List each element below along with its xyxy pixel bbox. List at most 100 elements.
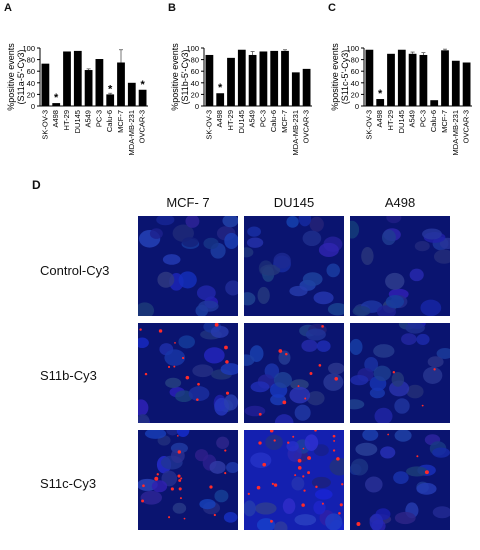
cell-nucleus xyxy=(302,272,323,287)
cell-nucleus xyxy=(325,513,343,530)
cell-nucleus xyxy=(223,511,238,523)
cell-nucleus xyxy=(274,521,288,530)
cell-nucleus xyxy=(306,391,325,406)
cell-nucleus xyxy=(423,366,443,384)
red-puncta xyxy=(177,435,179,437)
cell-nucleus xyxy=(385,295,405,309)
significance-star: * xyxy=(140,79,145,91)
cell-nucleus xyxy=(140,490,162,505)
cell-nucleus xyxy=(305,328,326,341)
microscopy-image xyxy=(350,430,450,530)
cell-nucleus xyxy=(291,476,305,491)
x-tick-label: HT-29 xyxy=(226,110,235,130)
x-tick-label: SK-OV-3 xyxy=(364,110,373,140)
cell-nucleus xyxy=(313,291,334,305)
red-puncta xyxy=(321,325,324,328)
bar xyxy=(117,62,125,106)
microscopy-image xyxy=(138,216,238,316)
bar xyxy=(419,54,428,106)
red-puncta xyxy=(424,470,429,475)
microscopy-svg xyxy=(138,323,238,423)
y-tick-label: 40 xyxy=(191,79,199,88)
x-tick-label: Calu-6 xyxy=(105,110,114,132)
y-tick-label: 20 xyxy=(191,90,199,99)
bar xyxy=(237,49,246,106)
bar xyxy=(63,51,71,106)
red-puncta xyxy=(297,458,302,463)
x-tick-label: HT-29 xyxy=(62,110,71,130)
row-label-control: Control-Cy3 xyxy=(40,263,110,278)
x-tick-label: SK-OV-3 xyxy=(40,110,49,140)
red-puncta xyxy=(141,499,145,503)
y-tick-label: 100 xyxy=(22,44,35,53)
red-puncta xyxy=(156,473,159,476)
cell-nucleus xyxy=(420,299,442,316)
red-puncta xyxy=(392,371,396,374)
cell-nucleus xyxy=(244,500,256,517)
cell-nucleus xyxy=(220,363,238,375)
red-puncta xyxy=(304,397,307,400)
cell-nucleus xyxy=(376,305,396,316)
cell-nucleus xyxy=(203,237,219,250)
red-puncta xyxy=(297,466,302,470)
panel-letter-a: A xyxy=(4,2,12,14)
red-puncta xyxy=(339,503,343,507)
cell-nucleus xyxy=(166,430,179,436)
cell-nucleus xyxy=(405,323,425,334)
row-label-s11b: S11b-Cy3 xyxy=(40,368,97,383)
red-puncta xyxy=(258,441,262,445)
red-puncta xyxy=(302,475,305,478)
bar xyxy=(41,63,50,106)
cell-nucleus xyxy=(224,232,238,249)
cell-nucleus xyxy=(369,513,384,530)
cell-nucleus xyxy=(138,302,155,316)
red-puncta xyxy=(177,474,181,478)
x-tick-label: Calu-6 xyxy=(269,110,278,132)
y-axis-label: %positive events(S11c-5'-Cy3) xyxy=(330,43,350,111)
bar xyxy=(365,49,374,106)
x-tick-label: A549 xyxy=(248,110,257,128)
cell-nucleus xyxy=(328,362,344,375)
bar xyxy=(248,54,257,106)
bar-chart-a: %positive events(S11a-5'-Cy3) 0 20 40 60 80 10… xyxy=(2,8,152,188)
significance-star: * xyxy=(108,83,113,95)
red-puncta xyxy=(180,477,183,480)
microscopy-image xyxy=(138,323,238,423)
red-puncta xyxy=(181,356,185,360)
cell-nucleus xyxy=(185,216,200,228)
y-axis-label-line: %positive events xyxy=(6,43,16,111)
cell-nucleus xyxy=(194,449,209,462)
y-tick-label: 100 xyxy=(186,44,199,53)
red-puncta xyxy=(168,516,171,519)
red-puncta xyxy=(273,439,276,442)
red-puncta xyxy=(294,474,297,477)
microscopy-image xyxy=(244,430,344,530)
red-puncta xyxy=(178,479,182,482)
cell-nucleus xyxy=(394,511,416,525)
bar xyxy=(52,103,61,106)
cell-nucleus xyxy=(401,333,417,345)
cell-nucleus xyxy=(274,414,294,423)
microscopy-svg xyxy=(244,216,344,316)
bar-chart-c-svg: %positive events(S11c-5'-Cy3) 0 20 40 60 80 10… xyxy=(330,43,472,155)
cell-nucleus xyxy=(282,498,296,515)
red-puncta xyxy=(309,372,313,375)
cell-nucleus xyxy=(223,394,238,411)
microscopy-svg xyxy=(350,216,450,316)
red-puncta xyxy=(341,483,344,486)
red-puncta xyxy=(278,349,283,353)
panel-letter-c: C xyxy=(328,2,336,14)
red-puncta xyxy=(302,447,305,450)
y-tick-label: 0 xyxy=(195,102,199,111)
bar xyxy=(291,72,300,106)
bar xyxy=(259,51,268,106)
cell-nucleus xyxy=(364,476,383,493)
x-tick-label: MDA-MB-231 xyxy=(291,110,300,155)
y-axis-label: %positive events(S11a-5'-Cy3) xyxy=(6,43,26,111)
red-puncta xyxy=(271,482,274,485)
cell-nucleus xyxy=(433,249,450,264)
cell-nucleus xyxy=(416,482,437,495)
x-tick-label: OVCAR-3 xyxy=(462,110,471,143)
cell-nucleus xyxy=(196,285,216,301)
bar-chart-b-svg: %positive events(S11b-5'-Cy3) 0 20 40 60 80 10… xyxy=(170,43,312,155)
